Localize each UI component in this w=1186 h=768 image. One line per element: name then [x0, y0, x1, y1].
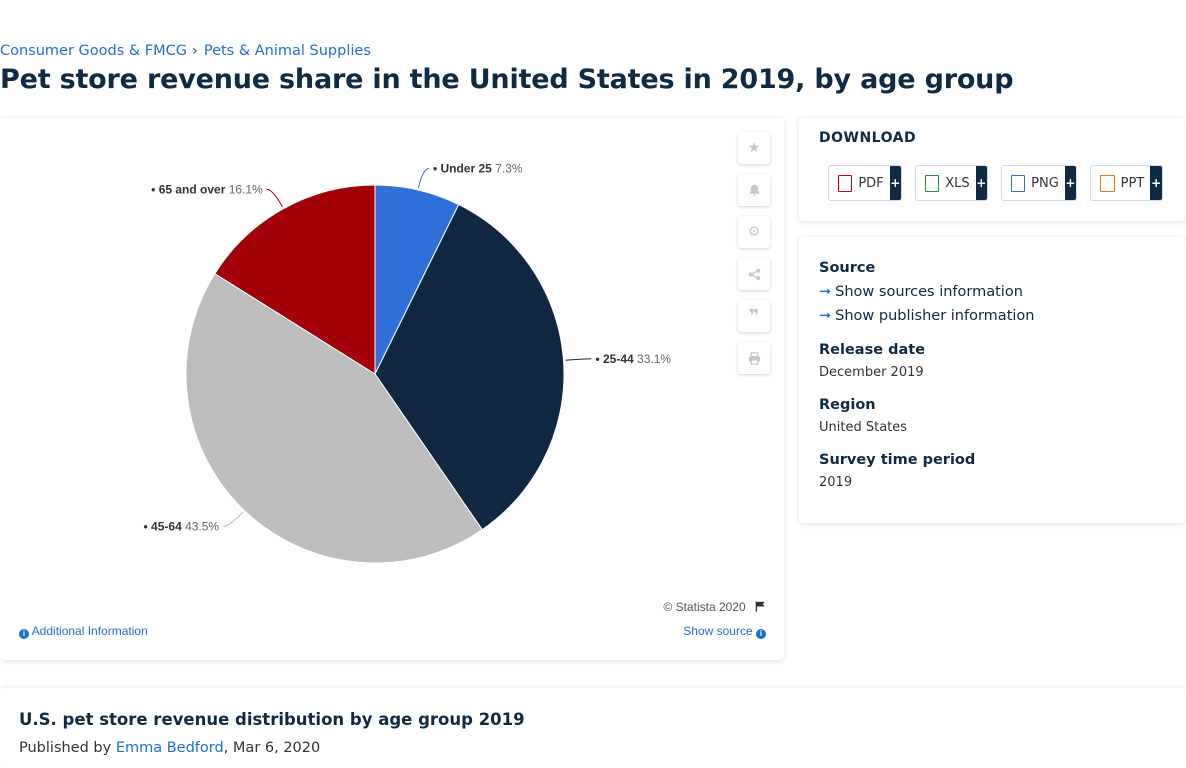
data-label-name: Under 25 [441, 162, 496, 176]
data-label-value: 16.1% [229, 182, 263, 196]
pie-connector-25-44 [565, 358, 592, 361]
data-label-value: 43.5% [185, 519, 219, 533]
pie-slice-65-and-over[interactable] [214, 184, 376, 375]
data-label-under-25: • Under 25 7.3% [433, 162, 523, 176]
pdf-file-icon [838, 174, 853, 192]
release-date-heading: Release date [819, 342, 926, 358]
breadcrumb-item-pets[interactable]: Pets & Animal Supplies [203, 43, 371, 59]
show-publisher-link[interactable]: ➞ Show publisher information [819, 308, 1034, 324]
chart-toolbar: ★ ⚙ ❞ [738, 132, 772, 384]
show-source-link[interactable]: Show source i [683, 624, 766, 639]
download-ppt-label: PPT [1120, 175, 1145, 191]
star-icon[interactable]: ★ [738, 132, 770, 164]
pie-connector-under-25 [417, 168, 430, 189]
published-prefix: Published by [19, 740, 112, 756]
additional-information-label: Additional Information [31, 624, 148, 638]
data-label-bullet: • [144, 519, 152, 533]
quote-icon[interactable]: ❞ [738, 300, 770, 332]
pie-slice-45-64[interactable] [185, 273, 483, 564]
bell-icon[interactable] [738, 174, 770, 206]
page-title: Pet store revenue share in the United St… [0, 64, 1014, 95]
data-label-value: 33.1% [637, 352, 671, 366]
download-buttons: PDF + XLS + PNG + PPT + [828, 165, 1163, 201]
download-xls-button[interactable]: XLS + [915, 165, 988, 201]
published-by-line: Published by Emma Bedford, Mar 6, 2020 [19, 740, 320, 756]
copyright-text: © Statista 2020 [663, 600, 746, 614]
data-label-name: 25-44 [603, 352, 637, 366]
arrow-right-icon: ➞ [819, 308, 832, 324]
data-label-bullet: • [595, 352, 603, 366]
data-label-value: 7.3% [495, 162, 523, 176]
statistic-summary-panel: U.S. pet store revenue distribution by a… [0, 688, 1186, 768]
download-pdf-button[interactable]: PDF + [828, 165, 902, 201]
breadcrumb-separator: › [192, 43, 198, 59]
download-panel: DOWNLOAD PDF + XLS + PNG + PPT + [799, 118, 1185, 221]
download-xls-plus[interactable]: + [975, 166, 987, 200]
gear-icon[interactable]: ⚙ [738, 216, 770, 248]
arrow-right-icon: ➞ [819, 284, 832, 300]
region-heading: Region [819, 397, 876, 413]
show-sources-link[interactable]: ➞ Show sources information [819, 284, 1023, 300]
pie-connector-45-64 [223, 511, 244, 527]
additional-information-link[interactable]: i Additional Information [19, 624, 148, 639]
release-date-value: December 2019 [819, 365, 924, 380]
xls-file-icon [925, 174, 940, 192]
region-value: United States [819, 420, 908, 435]
download-title: DOWNLOAD [819, 130, 917, 146]
ppt-file-icon [1100, 174, 1115, 192]
data-label-65-and-over: • 65 and over 16.1% [151, 182, 263, 196]
data-label-bullet: • [433, 162, 441, 176]
download-ppt-plus[interactable]: + [1150, 166, 1162, 200]
download-png-button[interactable]: PNG + [1001, 165, 1077, 201]
survey-period-value: 2019 [819, 475, 853, 490]
pie-slice-25-44[interactable] [374, 203, 565, 531]
pie-connector-65-and-over [266, 188, 283, 208]
published-date: , Mar 6, 2020 [223, 740, 321, 756]
data-label-45-64: • 45-64 43.5% [144, 519, 220, 533]
breadcrumb: Consumer Goods & FMCG › Pets & Animal Supp… [0, 43, 371, 59]
info-icon: i [19, 629, 29, 639]
statistic-summary-title: U.S. pet store revenue distribution by a… [19, 710, 525, 729]
data-label-name: 45-64 [151, 519, 185, 533]
download-png-label: PNG [1031, 175, 1059, 191]
copyright-notice: © Statista 2020 [663, 600, 766, 614]
download-xls-label: XLS [945, 175, 970, 191]
show-publisher-label: Show publisher information [835, 308, 1035, 324]
data-label-name: 65 and over [159, 182, 229, 196]
download-pdf-label: PDF [858, 175, 884, 191]
print-icon[interactable] [738, 342, 770, 374]
info-icon: i [756, 629, 766, 639]
png-file-icon [1011, 174, 1026, 192]
share-icon[interactable] [738, 258, 770, 290]
show-source-label: Show source [683, 624, 753, 638]
breadcrumb-item-consumer-goods[interactable]: Consumer Goods & FMCG [0, 43, 188, 59]
data-label-bullet: • [151, 182, 159, 196]
data-label-25-44: • 25-44 33.1% [595, 352, 671, 366]
author-link[interactable]: Emma Bedford [115, 740, 224, 756]
download-png-plus[interactable]: + [1064, 166, 1076, 200]
statistic-details-panel: Source ➞ Show sources information ➞ Show p… [799, 237, 1185, 523]
download-ppt-button[interactable]: PPT + [1090, 165, 1163, 201]
source-heading: Source [819, 260, 876, 276]
download-pdf-plus[interactable]: + [889, 166, 901, 200]
chart-panel: • Under 25 7.3% • 25-44 33.1% • 45-64 43.5… [0, 118, 784, 660]
flag-icon[interactable] [755, 600, 766, 614]
survey-period-heading: Survey time period [819, 452, 976, 468]
pie-chart: • Under 25 7.3%• 25-44 33.1%• 45-64 43.5… [144, 162, 671, 564]
show-sources-label: Show sources information [835, 284, 1023, 300]
